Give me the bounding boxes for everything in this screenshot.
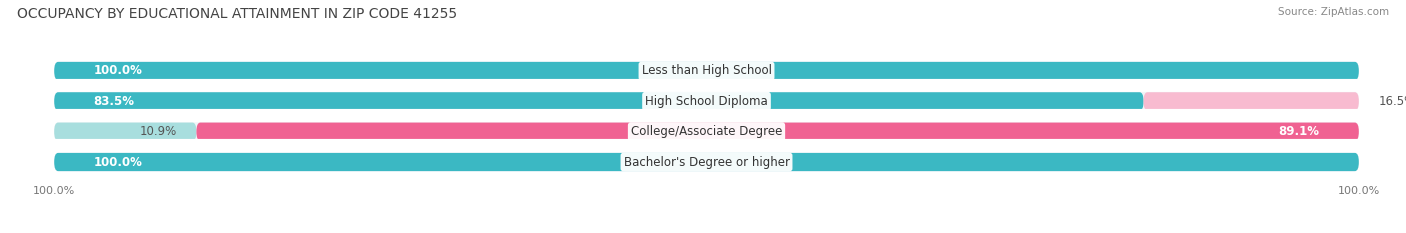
Text: 100.0%: 100.0% (93, 65, 142, 78)
FancyBboxPatch shape (53, 92, 1360, 111)
FancyBboxPatch shape (197, 123, 1358, 141)
FancyBboxPatch shape (55, 92, 1143, 110)
Text: College/Associate Degree: College/Associate Degree (631, 125, 782, 138)
Text: Source: ZipAtlas.com: Source: ZipAtlas.com (1278, 7, 1389, 17)
Text: 10.9%: 10.9% (139, 125, 177, 138)
Text: 16.5%: 16.5% (1378, 95, 1406, 108)
FancyBboxPatch shape (55, 153, 1358, 171)
Text: Less than High School: Less than High School (641, 65, 772, 78)
FancyBboxPatch shape (53, 153, 1360, 171)
FancyBboxPatch shape (53, 122, 1360, 141)
Text: OCCUPANCY BY EDUCATIONAL ATTAINMENT IN ZIP CODE 41255: OCCUPANCY BY EDUCATIONAL ATTAINMENT IN Z… (17, 7, 457, 21)
FancyBboxPatch shape (1143, 92, 1358, 110)
FancyBboxPatch shape (53, 62, 1360, 80)
FancyBboxPatch shape (55, 62, 1358, 80)
Text: 89.1%: 89.1% (1278, 125, 1320, 138)
Text: 100.0%: 100.0% (93, 155, 142, 168)
Text: Bachelor's Degree or higher: Bachelor's Degree or higher (623, 155, 790, 168)
Text: 83.5%: 83.5% (93, 95, 135, 108)
Text: High School Diploma: High School Diploma (645, 95, 768, 108)
FancyBboxPatch shape (55, 123, 197, 141)
